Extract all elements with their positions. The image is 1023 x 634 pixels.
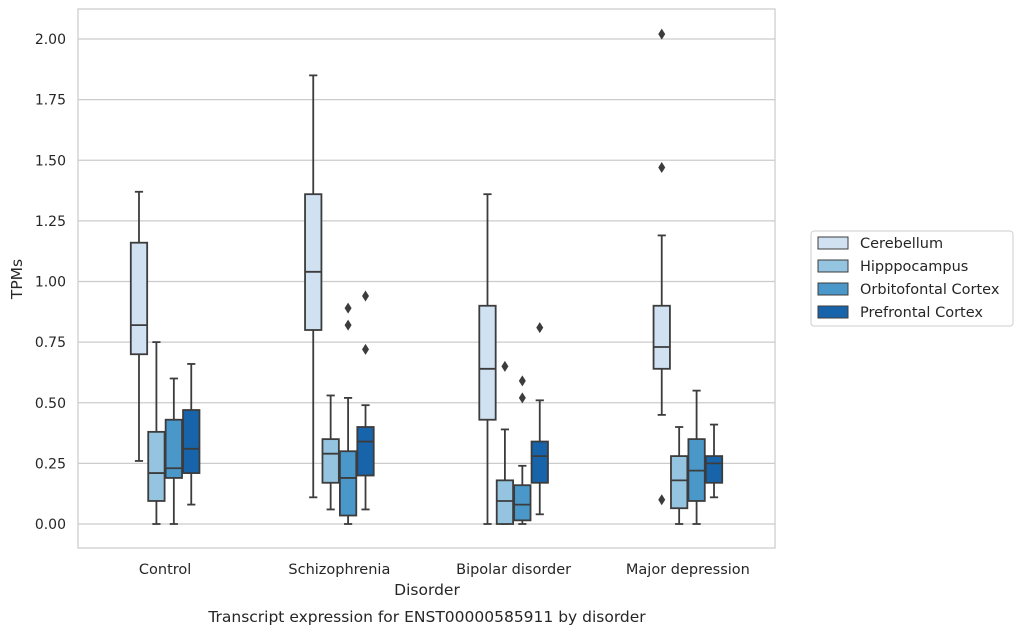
y-axis-label: TPMs: [8, 259, 26, 300]
outlier-point: [658, 28, 666, 40]
y-tick-label: 0.25: [35, 456, 66, 472]
x-tick-label: Schizophrenia: [288, 562, 390, 578]
box-3-3: [704, 423, 724, 499]
legend-frame: [810, 230, 1014, 327]
iqr-box: [356, 426, 375, 477]
box-series-layer: [129, 28, 724, 525]
box-1-0: [304, 74, 323, 499]
box-0-2: [164, 377, 183, 525]
x-tick-label: Major depression: [626, 562, 750, 578]
legend: Cerebellum Hipppocampus Orbitofontal Corte…: [810, 230, 1014, 327]
y-tick-label: 1.75: [35, 93, 66, 109]
legend-swatch: [817, 259, 849, 273]
box-0-0: [129, 190, 149, 462]
iqr-box: [652, 304, 671, 370]
iqr-box: [670, 455, 689, 510]
y-tick-label: 2.00: [35, 32, 66, 48]
outlier-point: [344, 302, 352, 314]
outlier-point: [658, 494, 666, 506]
iqr-box: [495, 479, 515, 525]
legend-label: Cerebellum: [860, 236, 943, 252]
y-tick-label: 1.00: [35, 275, 66, 291]
legend-swatch: [817, 305, 849, 319]
legend-label: Prefrontal Cortex: [860, 305, 983, 321]
box-0-1: [147, 341, 166, 525]
outlier-point: [362, 343, 370, 355]
iqr-box: [164, 418, 183, 479]
iqr-box: [338, 450, 358, 517]
y-tick-label: 0.75: [35, 335, 66, 351]
legend-swatch: [817, 282, 849, 296]
box-3-0: [652, 28, 671, 506]
box-1-2: [338, 302, 358, 525]
outlier-point: [362, 290, 370, 302]
y-tick-label: 1.50: [35, 153, 66, 169]
outlier-point: [501, 360, 509, 372]
box-1-1: [321, 394, 340, 511]
outlier-point: [518, 375, 526, 387]
outlier-point: [344, 319, 352, 331]
legend-label: Orbitofontal Cortex: [860, 282, 1000, 298]
plot-frame: [77, 8, 776, 549]
iqr-box: [129, 241, 149, 356]
chart-caption: Transcript expression for ENST0000058591…: [207, 608, 646, 626]
x-axis-label: Disorder: [394, 581, 460, 599]
iqr-box: [182, 409, 201, 474]
outlier-point: [518, 392, 526, 404]
iqr-box: [478, 304, 497, 421]
legend-swatch: [817, 236, 849, 250]
box-2-3: [530, 322, 549, 516]
x-tick-labels: Control Schizophrenia Bipolar disorder Majo…: [139, 562, 750, 578]
box-2-2: [513, 375, 532, 525]
iqr-box: [530, 440, 549, 484]
y-tick-label: 0.50: [35, 396, 66, 412]
box-2-1: [495, 360, 515, 525]
iqr-box: [147, 430, 166, 502]
box-0-3: [182, 363, 201, 506]
iqr-box: [513, 484, 532, 522]
iqr-box: [304, 193, 323, 331]
iqr-box: [704, 455, 724, 484]
x-tick-label: Control: [139, 562, 191, 578]
outlier-point: [536, 322, 544, 334]
iqr-box: [321, 438, 340, 484]
y-tick-label: 1.25: [35, 214, 66, 230]
legend-label: Hipppocampus: [860, 259, 968, 275]
box-2-0: [478, 193, 497, 525]
y-tick-labels: 0.00 0.25 0.50 0.75 1.00 1.25 1.50 1.75 2.00: [35, 32, 66, 533]
outlier-point: [658, 162, 666, 174]
box-3-2: [687, 389, 706, 525]
box-1-3: [356, 290, 375, 511]
y-tick-label: 0.00: [35, 517, 66, 533]
x-tick-label: Bipolar disorder: [456, 562, 571, 578]
box-3-1: [670, 426, 689, 525]
